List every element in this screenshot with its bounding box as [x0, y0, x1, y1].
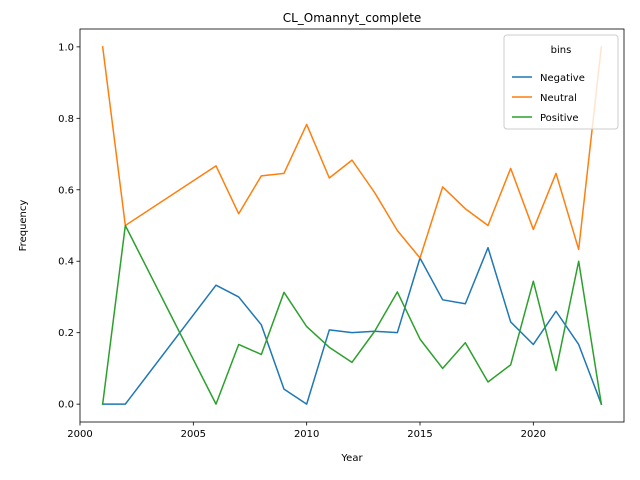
legend-label-neutral: Neutral [540, 93, 577, 104]
legend-box [503, 34, 619, 130]
x-tick-label: 2005 [181, 429, 206, 440]
y-tick-label: 1.0 [58, 42, 74, 53]
y-axis-label: Frequency [18, 200, 29, 252]
axes-frame [79, 28, 625, 423]
x-tick-label: 2010 [294, 429, 319, 440]
legend-label-negative: Negative [540, 73, 585, 84]
y-tick-label: 0.8 [58, 114, 74, 125]
series-line-neutral [101, 46, 603, 259]
chart-title: CL_Omannyt_complete [283, 11, 422, 25]
x-tick-label: 2000 [67, 429, 92, 440]
series-line-positive [101, 224, 603, 405]
legend-title: bins [551, 45, 572, 56]
x-tick-label: 2020 [521, 429, 546, 440]
plot-area: 2000 2005 2010 2015 2020 0.0 0.2 0.4 0.6 0.8 1.0 [58, 28, 625, 440]
x-tick-label: 2015 [407, 429, 432, 440]
legend-label-positive: Positive [540, 113, 579, 124]
y-tick-label: 0.6 [58, 185, 74, 196]
y-tick-label: 0.0 [58, 400, 74, 411]
y-tick-label: 0.2 [58, 328, 74, 339]
x-axis-label: Year [340, 453, 363, 464]
y-tick-label: 0.4 [58, 257, 74, 268]
series-line-negative [101, 246, 603, 406]
legend: bins Negative Neutral Positive [503, 34, 619, 130]
